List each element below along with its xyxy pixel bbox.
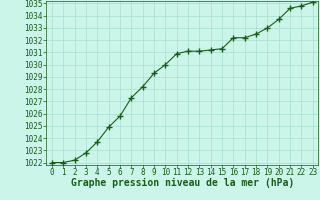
X-axis label: Graphe pression niveau de la mer (hPa): Graphe pression niveau de la mer (hPa) bbox=[71, 178, 294, 188]
